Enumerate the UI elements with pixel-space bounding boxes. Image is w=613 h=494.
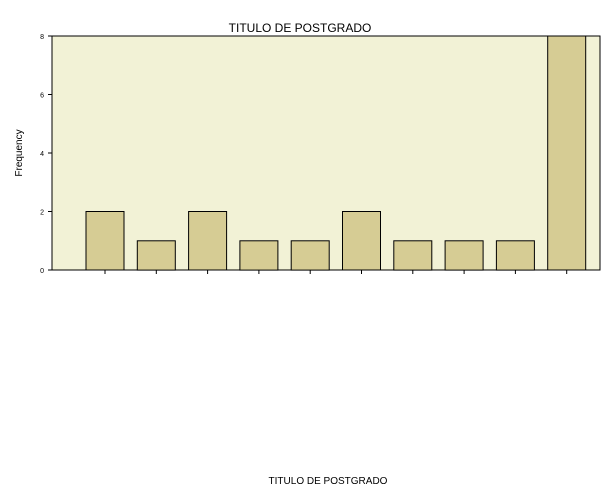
y-tick-label: 0 xyxy=(40,268,44,275)
y-tick-label: 2 xyxy=(40,210,44,217)
y-tick-label: 4 xyxy=(40,151,44,158)
y-axis: 0 2 4 6 8 xyxy=(40,34,52,275)
bar xyxy=(547,35,587,271)
y-tick-label: 6 xyxy=(40,93,44,100)
plot-area xyxy=(51,35,601,271)
bar xyxy=(136,240,176,271)
y-tick-label: 8 xyxy=(40,34,44,41)
bars xyxy=(85,35,587,271)
bar xyxy=(393,240,433,271)
bar xyxy=(85,211,125,271)
chart-title: TITULO DE POSTGRADO xyxy=(229,21,372,35)
bar xyxy=(342,211,381,271)
bar xyxy=(495,240,535,271)
x-axis-label: TITULO DE POSTGRADO xyxy=(269,476,388,487)
bar xyxy=(188,211,228,271)
x-axis xyxy=(104,270,568,274)
bar xyxy=(444,240,484,271)
bar xyxy=(290,240,330,271)
y-axis-label: Frequency xyxy=(14,129,25,176)
bar xyxy=(239,240,279,271)
